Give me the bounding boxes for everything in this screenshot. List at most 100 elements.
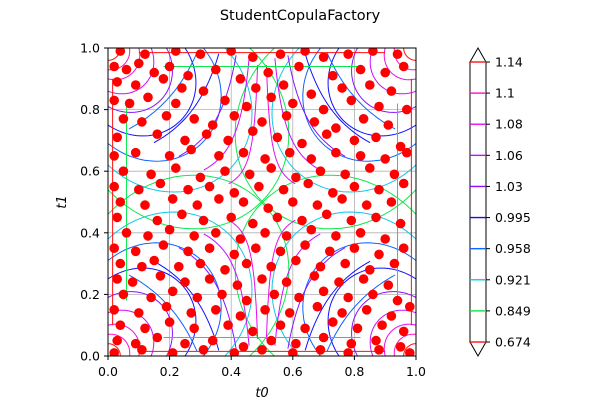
contour-line (128, 274, 198, 352)
scatter-point (337, 308, 347, 318)
scatter-point (155, 178, 166, 189)
y-tick-label: 0.0 (80, 349, 100, 364)
y-tick-label: 0.2 (80, 287, 100, 302)
scatter-point (389, 258, 400, 269)
colorbar-tick-label: 0.849 (495, 303, 531, 318)
scatter-point (257, 117, 267, 127)
scatter-point (195, 49, 206, 59)
scatter-point (371, 212, 381, 223)
contour-line (108, 48, 155, 95)
scatter-point (260, 305, 270, 315)
scatter-point (186, 144, 196, 155)
contour-line (203, 58, 250, 171)
scatter-point (164, 61, 175, 72)
scatter-point (171, 98, 181, 109)
scatter-point (112, 335, 122, 346)
x-tick-label: 0.8 (344, 364, 364, 379)
scatter-point (312, 301, 323, 312)
scatter-point (180, 338, 190, 349)
scatter-point (266, 335, 277, 346)
contour-line (369, 309, 416, 356)
y-axis-ticks: 0.0 0.2 0.4 0.6 0.8 1.0 (80, 41, 108, 364)
scatter-point (192, 200, 203, 210)
scatter-point (152, 129, 163, 139)
scatter-point (300, 240, 310, 250)
colorbar-tick-label: 1.08 (495, 117, 523, 132)
scatter-point (272, 212, 283, 223)
scatter-point (109, 151, 119, 161)
colorbar-extend-bottom (469, 341, 487, 358)
scatter-point (229, 249, 240, 260)
scatter-point (204, 181, 215, 192)
scatter-point (389, 169, 400, 180)
scatter-point (288, 197, 298, 207)
scatter-point (220, 95, 230, 106)
scatter-point (140, 49, 150, 59)
scatter-point (371, 335, 381, 346)
scatter-point (211, 228, 221, 238)
scatter-point (331, 123, 341, 133)
scatter-point (112, 77, 122, 87)
scatter-point (229, 111, 240, 121)
scatter-point (380, 234, 391, 244)
scatter-point (171, 163, 181, 173)
scatter-point (109, 243, 119, 253)
scatter-point (137, 261, 147, 272)
scatter-point (266, 261, 277, 272)
scatter-point (158, 74, 169, 84)
scatter-point (361, 305, 372, 315)
scatter-point (248, 218, 258, 229)
scatter-point (248, 326, 258, 337)
scatter-point (284, 308, 295, 318)
scatter-point (189, 231, 199, 241)
y-tick-label: 0.6 (80, 164, 100, 179)
scatter-point (260, 154, 270, 164)
scatter-point (398, 178, 409, 189)
scatter-point (405, 301, 415, 312)
colorbar-tick-label: 0.958 (495, 241, 531, 256)
scatter-point (158, 240, 169, 250)
scatter-point (127, 277, 138, 287)
scatter-point (167, 286, 178, 297)
scatter-point (118, 166, 129, 176)
scatter-point (306, 89, 317, 99)
scatter-point (220, 166, 230, 176)
scatter-point (315, 166, 326, 176)
scatter-point (343, 49, 354, 59)
scatter-point (383, 120, 394, 130)
scatter-point (275, 246, 286, 257)
scatter-point (331, 231, 341, 241)
colorbar-tick-label: 1.1 (495, 86, 515, 101)
scatter-point (134, 308, 144, 318)
scatter-point (361, 200, 372, 210)
scatter-point (207, 335, 218, 346)
chart-title: StudentCopulaFactory (220, 8, 381, 24)
scatter-point (365, 265, 375, 275)
scatter-point (306, 224, 317, 235)
plot-frame (107, 47, 417, 357)
scatter-point (167, 194, 178, 204)
scatter-point (377, 320, 387, 331)
scatter-point (368, 289, 378, 300)
scatter-point (398, 243, 409, 253)
scatter-point (340, 258, 351, 269)
scatter-point (143, 92, 153, 103)
contour-line (108, 333, 131, 356)
scatter-point (238, 197, 249, 207)
scatter-point (115, 48, 126, 56)
scatter-point (226, 48, 236, 56)
scatter-point (238, 147, 249, 158)
scatter-point (189, 323, 199, 334)
scatter-point (251, 243, 261, 253)
scatter-point (115, 197, 126, 207)
scatter-point (368, 48, 378, 56)
scatter-point (263, 67, 274, 78)
scatter-point (121, 228, 132, 238)
scatter-point (134, 58, 144, 69)
scatter-point (288, 348, 298, 356)
scatter-point (281, 277, 292, 287)
scatter-point (386, 311, 397, 321)
scatter-point (392, 295, 403, 306)
contour-line (234, 48, 416, 230)
